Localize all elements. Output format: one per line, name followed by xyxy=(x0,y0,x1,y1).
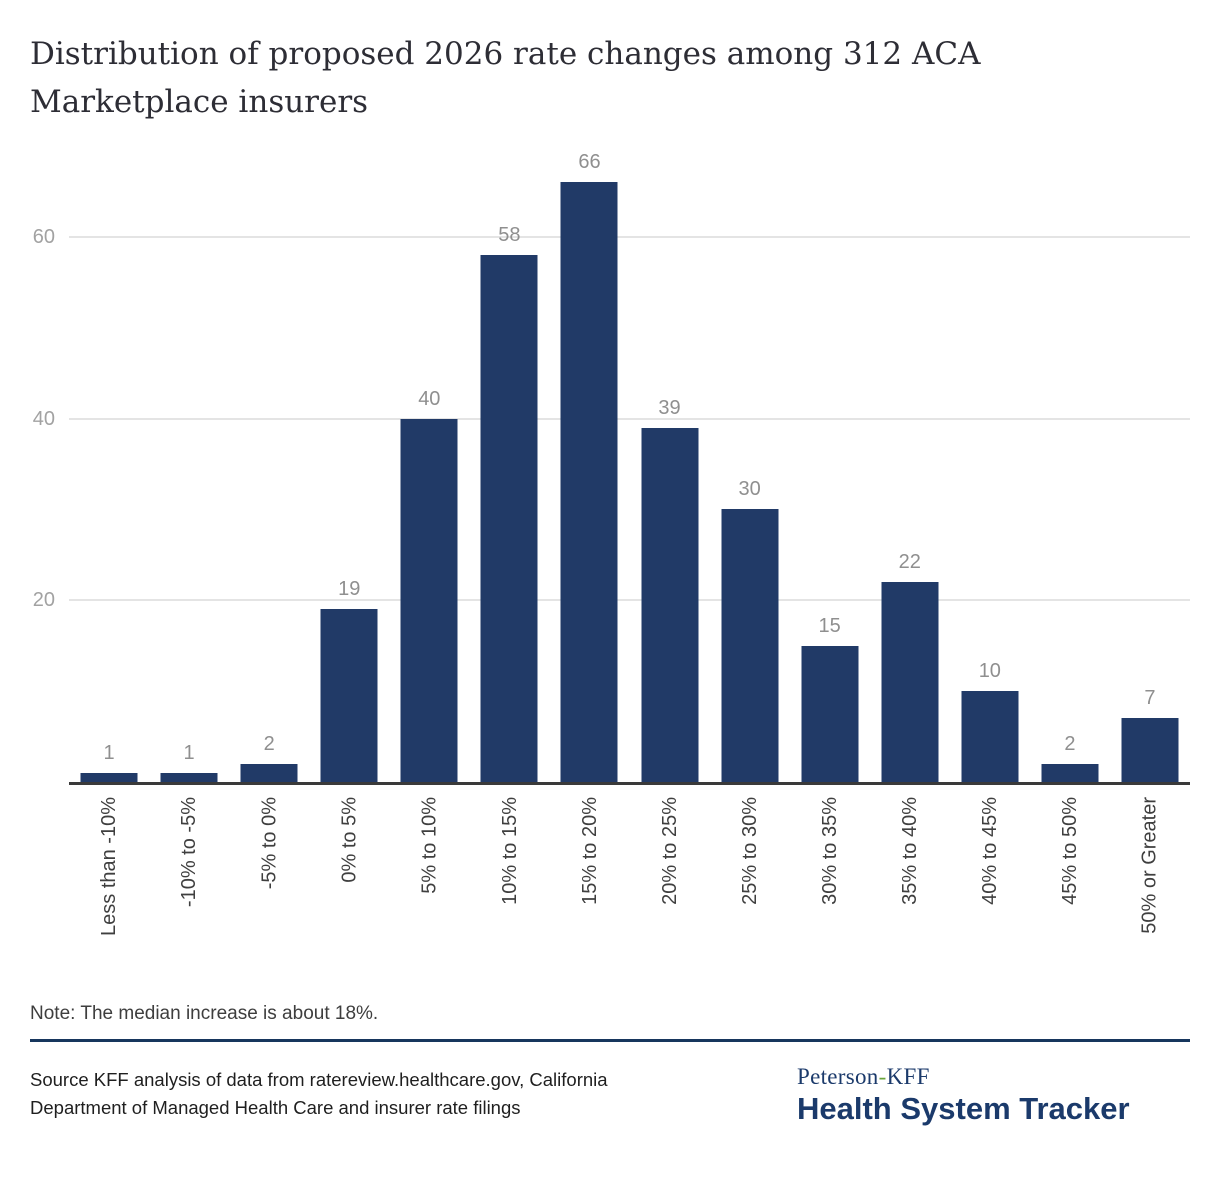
bar-slot: 7 50% or Greater xyxy=(1110,155,1190,934)
x-tick-label: 20% to 25% xyxy=(658,797,681,905)
bar-value-label: 19 xyxy=(338,578,361,601)
x-tick-label: -10% to -5% xyxy=(178,797,201,908)
bar xyxy=(160,772,218,782)
brand-hyphen: - xyxy=(878,1064,887,1089)
bar-value-label: 15 xyxy=(818,614,841,637)
x-tick-label: 10% to 15% xyxy=(498,797,521,905)
x-tick-label: 45% to 50% xyxy=(1058,797,1081,905)
x-tick-label: 40% to 45% xyxy=(978,797,1001,905)
brand-peterson-text: Peterson xyxy=(797,1064,879,1089)
brand-peterson-kff: Peterson-KFF xyxy=(797,1064,1130,1090)
bar-slot: 1 Less than -10% xyxy=(69,155,149,936)
bar-slot: 58 10% to 15% xyxy=(469,155,549,905)
x-tick-label: 5% to 10% xyxy=(418,797,441,894)
bar xyxy=(641,427,699,782)
bar-value-label: 58 xyxy=(498,223,521,246)
note-text: Note: The median increase is about 18%. xyxy=(30,1003,379,1024)
brand-logo: Peterson-KFF Health System Tracker xyxy=(797,1064,1130,1126)
source-text: Source KFF analysis of data from raterev… xyxy=(30,1069,608,1118)
bar xyxy=(560,182,618,782)
bar xyxy=(1041,763,1099,782)
bar-slot: 39 20% to 25% xyxy=(630,155,710,905)
bar-slot: 1 -10% to -5% xyxy=(149,155,229,907)
brand-health-system-tracker: Health System Tracker xyxy=(797,1091,1130,1126)
gridline xyxy=(69,417,1190,420)
bar-slot: 66 15% to 20% xyxy=(549,151,629,905)
x-tick-label: 50% or Greater xyxy=(1138,797,1161,934)
bar-slot: 19 0% to 5% xyxy=(309,155,389,883)
gridline xyxy=(69,599,1190,602)
footer-divider xyxy=(30,1039,1190,1042)
bar-value-label: 30 xyxy=(738,478,761,501)
y-tick-label: 60 xyxy=(32,225,55,248)
x-tick-label: 35% to 40% xyxy=(898,797,921,905)
x-tick-label: 15% to 20% xyxy=(578,797,601,905)
bar xyxy=(240,763,298,782)
bar-value-label: 1 xyxy=(103,741,115,764)
bar-slot: 40 5% to 10% xyxy=(389,155,469,894)
bar-value-label: 1 xyxy=(183,741,195,764)
bar xyxy=(320,609,378,782)
x-tick-label: 30% to 35% xyxy=(818,797,841,905)
bar-slot: 2 -5% to 0% xyxy=(229,155,309,889)
brand-kff-text: KFF xyxy=(886,1064,930,1089)
plot-area: 20 40 60 1 Less than -10% 1 -10% to -5% 2 -5% to… xyxy=(33,151,1190,936)
bar xyxy=(80,772,138,782)
y-tick-label: 20 xyxy=(32,589,55,612)
bar xyxy=(721,509,779,782)
bar-value-label: 10 xyxy=(978,660,1001,683)
bar-value-label: 22 xyxy=(898,551,921,574)
bar-value-label: 66 xyxy=(578,151,601,174)
bar-value-label: 39 xyxy=(658,396,681,419)
bar xyxy=(480,254,538,782)
bar xyxy=(801,645,859,782)
bar xyxy=(1121,718,1179,782)
bar-value-label: 7 xyxy=(1144,687,1156,710)
bar xyxy=(400,418,458,782)
bar-value-label: 2 xyxy=(263,732,275,755)
x-tick-label: 0% to 5% xyxy=(338,797,361,883)
x-tick-label: -5% to 0% xyxy=(258,797,281,890)
bar-slot: 10 40% to 45% xyxy=(950,155,1030,905)
chart-title: Distribution of proposed 2026 rate chang… xyxy=(30,36,981,120)
bar xyxy=(881,582,939,782)
x-tick-label: 25% to 30% xyxy=(738,797,761,905)
bar-slot: 22 35% to 40% xyxy=(870,155,950,905)
gridline xyxy=(69,235,1190,238)
bar-slot: 30 25% to 30% xyxy=(710,155,790,905)
x-tick-label: Less than -10% xyxy=(98,797,121,936)
bar-slot: 15 30% to 35% xyxy=(790,155,870,905)
y-tick-label: 40 xyxy=(32,407,55,430)
bar-slot: 2 45% to 50% xyxy=(1030,155,1110,905)
bar-value-label: 2 xyxy=(1064,732,1076,755)
bar xyxy=(961,691,1019,782)
bar-value-label: 40 xyxy=(418,387,441,410)
